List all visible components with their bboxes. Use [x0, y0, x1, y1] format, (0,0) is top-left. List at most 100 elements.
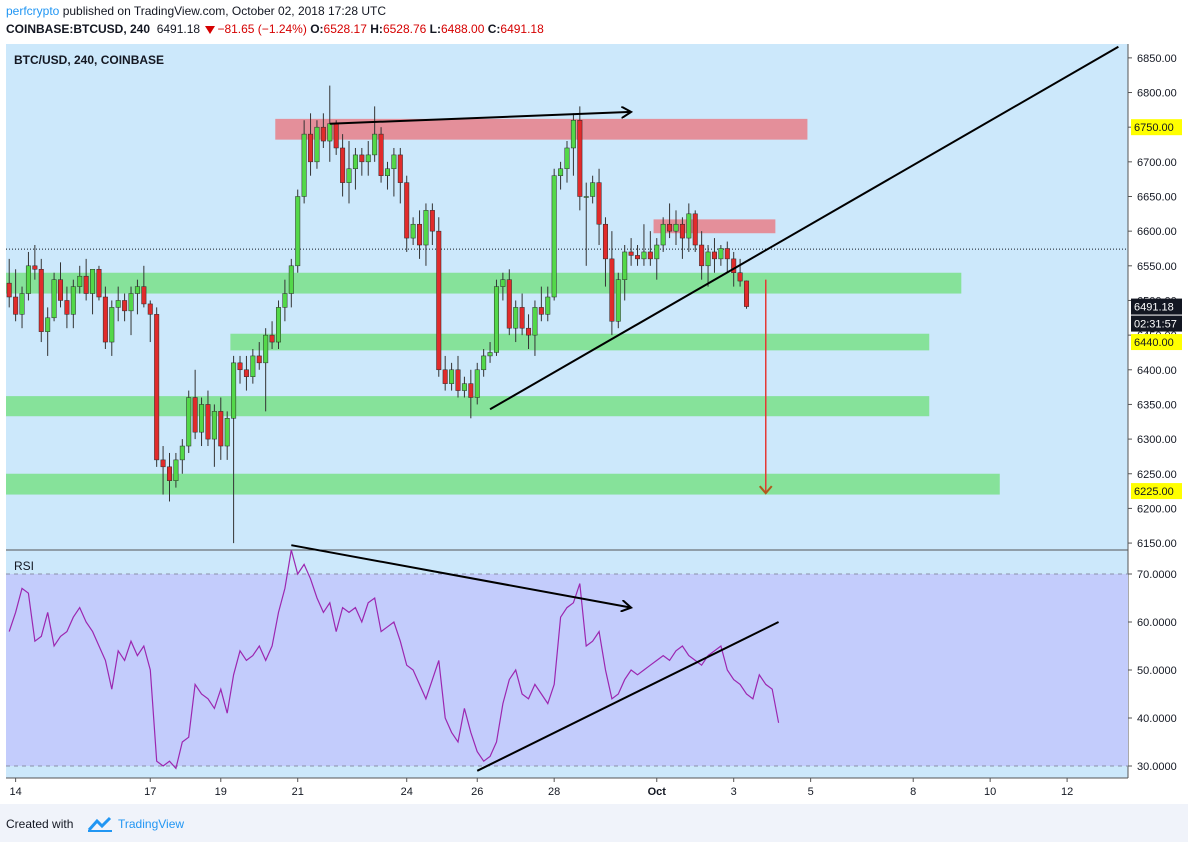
candle-body: [38, 269, 44, 332]
candle: [90, 269, 96, 315]
candle-body: [449, 369, 455, 384]
down-triangle-icon: [205, 25, 216, 34]
candle-body: [70, 286, 76, 315]
time-tick-label: 28: [548, 786, 560, 798]
candle-body: [58, 279, 63, 301]
candle-body: [186, 397, 192, 447]
price-tick-label: 6700.00: [1137, 157, 1177, 169]
candle: [295, 189, 301, 273]
candle-body: [737, 272, 743, 282]
candle: [102, 286, 108, 349]
candle-body: [288, 265, 294, 294]
candle-body: [365, 154, 371, 163]
candle-body: [90, 269, 96, 294]
candle: [667, 203, 673, 239]
candle-body: [487, 352, 493, 357]
candle-body: [500, 279, 506, 287]
price-tick-label: 6150.00: [1137, 538, 1177, 550]
candle: [711, 238, 717, 273]
countdown-bg: [1131, 315, 1182, 332]
candle: [519, 293, 525, 336]
candle: [288, 258, 294, 308]
candle-body: [256, 355, 262, 364]
time-tick-label: 19: [215, 786, 227, 798]
candle: [609, 231, 615, 336]
candle-body: [455, 369, 461, 391]
candle-body: [391, 154, 397, 170]
candle-body: [96, 269, 102, 298]
candle: [635, 245, 641, 266]
time-tick-label: 17: [144, 786, 156, 798]
candle-body: [19, 293, 25, 315]
support-zone: [6, 396, 930, 417]
candle-body: [622, 251, 628, 280]
price-tick-label: 6800.00: [1137, 88, 1177, 100]
candle-body: [474, 369, 480, 398]
candle: [25, 251, 31, 301]
candle-body: [275, 307, 281, 343]
candle: [346, 141, 352, 204]
candle: [269, 321, 275, 349]
candle: [378, 127, 384, 183]
candle-body: [173, 459, 179, 481]
candle-body: [141, 286, 147, 305]
candle: [263, 328, 269, 412]
candle: [705, 245, 711, 287]
chart-area[interactable]: BTC/USD, 240, COINBASE 6150.00 6200.00 6250…: [0, 44, 1188, 806]
support-zone: [6, 473, 1000, 495]
trendline: [489, 45, 1119, 411]
candle: [718, 245, 724, 266]
candle-body: [602, 223, 608, 260]
candle-body: [301, 133, 307, 197]
low-value: 6488.00: [441, 22, 485, 36]
candle: [500, 272, 506, 301]
candle: [77, 265, 83, 294]
time-tick-label: 26: [471, 786, 483, 798]
tradingview-link[interactable]: TradingView: [118, 817, 185, 831]
price-tick-label: 6650.00: [1137, 191, 1177, 203]
symbol-label: COINBASE:BTCUSD, 240: [6, 22, 151, 36]
candle: [58, 262, 63, 308]
candle-body: [77, 275, 83, 287]
rsi-trendline: [291, 544, 631, 607]
candle-body: [429, 210, 435, 232]
candle: [173, 452, 179, 488]
price-tag-bg: [1131, 119, 1182, 136]
time-tick-label: 24: [401, 786, 413, 798]
candle: [679, 217, 685, 259]
candle-body: [333, 123, 339, 149]
price-tag: 6750.00: [1134, 122, 1174, 134]
candle-body: [493, 286, 499, 353]
candle-body: [160, 459, 166, 468]
candle-body: [154, 314, 160, 461]
ohlc-line: COINBASE:BTCUSD, 240 6491.18 −81.65 (−1.…: [6, 22, 544, 36]
candle-body: [461, 383, 467, 391]
candle-body: [410, 223, 416, 239]
candle: [577, 106, 583, 211]
candle-body: [346, 168, 352, 183]
publish-line: perfcrypto published on TradingView.com,…: [6, 4, 386, 18]
candle: [256, 342, 262, 370]
candle: [538, 286, 544, 322]
candle: [70, 279, 76, 329]
candle: [391, 147, 397, 197]
candle-body: [590, 182, 596, 197]
price-axis-background: [1128, 44, 1188, 804]
price-tag: 6440.00: [1134, 337, 1174, 349]
close-value: 6491.18: [500, 22, 544, 36]
candle-body: [179, 445, 185, 461]
candle: [481, 348, 487, 377]
candle: [410, 217, 416, 246]
candle-body: [384, 168, 390, 176]
candle-body: [705, 251, 711, 267]
candle-body: [327, 123, 333, 142]
author-link[interactable]: perfcrypto: [6, 4, 60, 18]
candle-body: [519, 307, 525, 329]
candle-body: [744, 280, 750, 307]
candle-body: [314, 126, 320, 163]
resistance-zone: [275, 118, 808, 140]
candle: [468, 369, 474, 419]
tradingview-logo-icon[interactable]: [87, 816, 113, 832]
candle: [673, 210, 679, 246]
candle-body: [532, 307, 538, 336]
